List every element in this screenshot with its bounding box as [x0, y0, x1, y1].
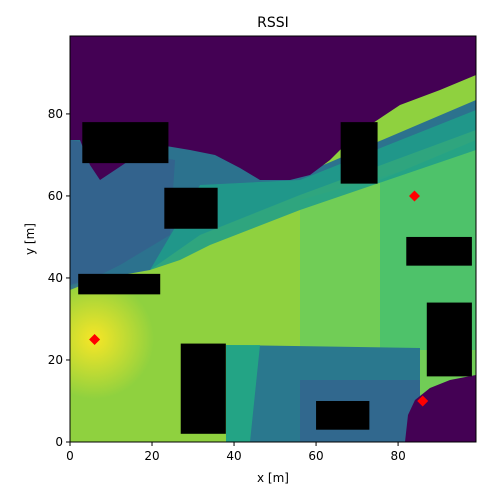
signal-peak-glow — [70, 279, 154, 399]
x-axis-label: x [m] — [257, 471, 289, 485]
marker-1 — [89, 333, 101, 345]
signal-region-upper-left — [70, 140, 175, 285]
obstacle-5 — [406, 236, 472, 266]
y-tick-label: 80 — [48, 107, 63, 121]
obstacle-7 — [180, 343, 226, 434]
y-tick-label: 40 — [48, 271, 63, 285]
x-tick-label: 0 — [66, 449, 74, 463]
obstacle-4 — [78, 273, 161, 295]
obstacles-layer — [78, 122, 472, 434]
obstacle-3 — [340, 122, 378, 184]
y-axis-label: y [m] — [23, 223, 37, 255]
obstacle-2 — [164, 187, 218, 229]
signal-region-north-band — [150, 110, 476, 270]
y-tick-label: 60 — [48, 189, 63, 203]
markers-layer — [89, 190, 429, 407]
y-axis: 0 20 40 60 80 — [48, 107, 70, 449]
x-tick-label: 40 — [226, 449, 241, 463]
plot-frame — [69, 35, 477, 443]
marker-2 — [408, 190, 420, 202]
obstacle-8 — [316, 400, 370, 430]
obstacle-1 — [82, 122, 169, 164]
x-axis: 0 20 40 60 80 — [66, 442, 406, 463]
y-tick-label: 0 — [55, 435, 63, 449]
y-tick-label: 20 — [48, 353, 63, 367]
x-tick-label: 80 — [390, 449, 405, 463]
no-signal-region-bottom-right — [405, 375, 476, 442]
signal-region-southeast-near — [226, 345, 260, 442]
chart-title: RSSI — [257, 15, 289, 31]
no-signal-region-top — [70, 36, 476, 180]
marker-3 — [417, 395, 429, 407]
obstacle-6 — [426, 302, 472, 377]
x-tick-label: 20 — [144, 449, 159, 463]
x-tick-label: 60 — [308, 449, 323, 463]
